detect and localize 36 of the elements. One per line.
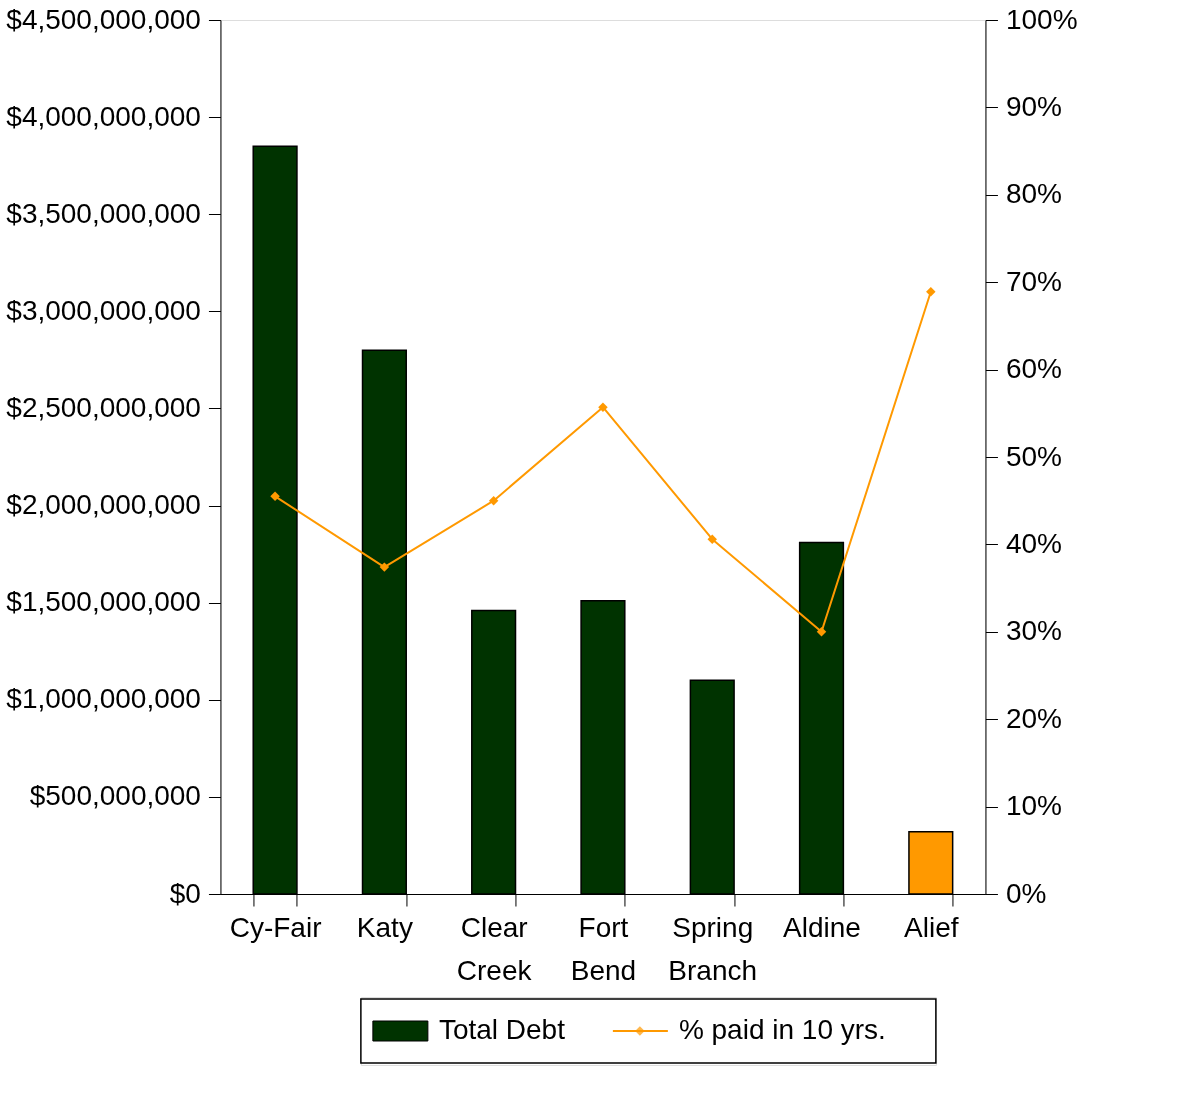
y2-tick-label: 70%	[1005, 265, 1062, 297]
legend-label: % paid in 10 yrs.	[678, 1014, 886, 1045]
point	[926, 287, 936, 297]
x-tick-label: Fort Bend	[570, 911, 637, 986]
y-tick-label: $500,000,000	[29, 780, 201, 812]
y2-tick-label: 60%	[1005, 353, 1062, 385]
y2-tick-label: 90%	[1005, 90, 1062, 122]
y2-tick-label: 10%	[1005, 790, 1062, 822]
y-tick-label: $4,000,000,000	[6, 100, 201, 132]
x-tick-label: Katy	[356, 911, 413, 943]
y2-tick-label: 30%	[1005, 615, 1062, 647]
point	[270, 491, 280, 502]
y-tick-label: $1,500,000,000	[6, 586, 201, 618]
y2-tick-label: 50%	[1005, 440, 1062, 472]
point	[707, 534, 717, 544]
x-tick-label: Spring Branch	[668, 911, 758, 986]
x-tick-label: Clear Creek	[456, 911, 533, 986]
y-tick-label: $4,500,000,000	[6, 3, 201, 35]
legend-label: Total Debt	[438, 1014, 566, 1045]
y-tick-label: $2,000,000,000	[6, 489, 201, 521]
y2-tick-label: 80%	[1005, 178, 1062, 210]
x-tick-label: Aldine	[783, 911, 861, 943]
y2-tick-label: 0%	[1005, 877, 1047, 909]
y-tick-label: $1,000,000,000	[6, 683, 201, 715]
y2-tick-label: 40%	[1005, 527, 1062, 559]
x-tick-label: Cy-Fair	[229, 911, 322, 943]
y-tick-label: $3,500,000,000	[6, 197, 201, 229]
y2-tick-label: 20%	[1005, 702, 1062, 734]
y-tick-label: $0	[169, 877, 201, 909]
y-tick-label: $3,000,000,000	[6, 294, 201, 326]
point	[816, 627, 827, 637]
point	[379, 562, 390, 572]
point	[488, 495, 499, 506]
x-tick-label: Alief	[904, 911, 959, 943]
y2-tick-label: 100%	[1005, 3, 1078, 35]
y-tick-label: $2,500,000,000	[6, 391, 201, 423]
